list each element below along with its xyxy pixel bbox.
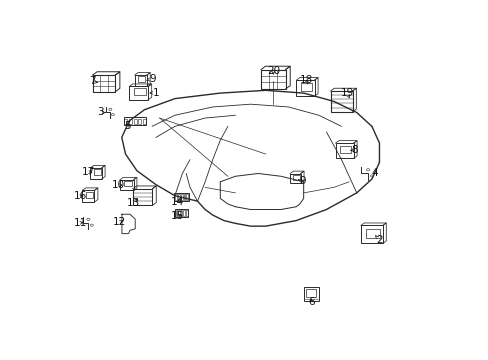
Bar [133,119,136,124]
Text: 2: 2 [375,235,382,245]
Bar [183,210,184,216]
Bar [123,117,146,125]
Text: 12: 12 [113,217,126,227]
Bar [293,175,299,180]
Bar [142,119,145,124]
Bar [174,193,188,202]
Text: 10: 10 [112,180,125,190]
Bar [340,145,350,153]
Bar [86,192,93,198]
Bar [90,168,102,179]
Text: 19: 19 [340,88,353,98]
Bar [186,194,188,200]
Bar [124,119,127,124]
Bar [94,169,101,175]
Text: 9: 9 [149,74,156,84]
Bar [305,289,316,297]
Text: 14: 14 [171,197,184,207]
Bar [132,189,152,205]
Bar [134,89,145,95]
Text: 13: 13 [127,198,140,208]
Bar [175,209,188,217]
Text: 5: 5 [124,121,130,131]
Bar [261,69,285,89]
Bar [366,229,379,238]
Bar [120,180,133,190]
Bar [175,194,177,200]
Bar [178,194,179,200]
Text: 16: 16 [73,191,86,201]
Text: 9: 9 [299,176,305,186]
Bar [181,210,182,216]
Text: 11: 11 [73,218,86,228]
Bar [360,225,382,243]
Text: 15: 15 [171,211,184,221]
Text: 20: 20 [266,67,279,76]
Bar [303,287,318,301]
Bar [92,75,115,92]
Text: 1: 1 [152,87,159,98]
Bar [185,210,187,216]
Bar [138,119,141,124]
Bar [181,194,182,200]
Bar [123,181,132,186]
Bar [330,91,352,112]
Bar [134,75,146,86]
Bar [289,174,300,183]
Bar [175,210,177,216]
Bar [335,143,353,158]
Bar [296,80,314,96]
Bar [129,86,148,100]
Text: 18: 18 [300,75,313,85]
Text: 4: 4 [371,168,377,177]
Text: 7: 7 [89,76,95,86]
Bar [178,210,180,216]
Text: 17: 17 [81,167,95,177]
Text: 8: 8 [351,145,357,155]
Bar [183,194,185,200]
Bar [82,190,94,202]
Bar [138,76,145,82]
Text: 3: 3 [98,108,104,117]
Bar [301,83,311,91]
Text: 6: 6 [307,297,314,307]
Bar [129,119,132,124]
